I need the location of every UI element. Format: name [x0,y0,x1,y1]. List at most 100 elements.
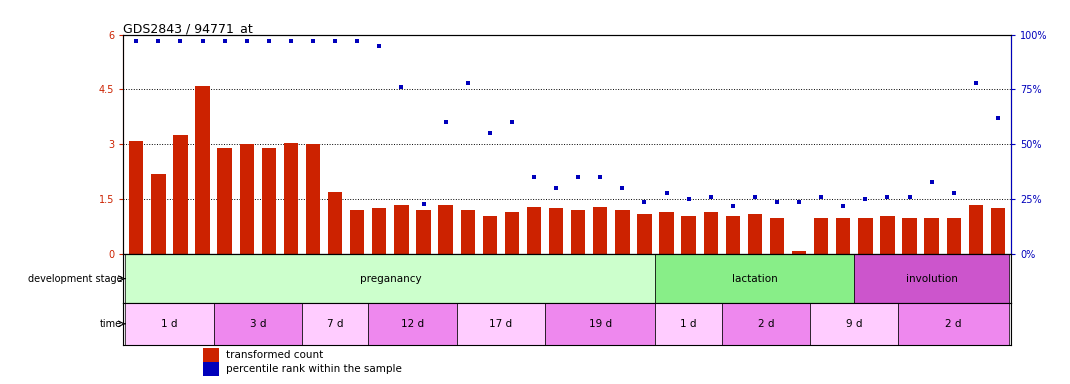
Bar [858,218,872,254]
Bar [659,212,674,254]
Text: 12 d: 12 d [401,319,424,329]
Point [437,119,454,126]
Point [239,38,256,44]
Point [945,190,962,196]
Point [525,174,542,180]
Text: 17 d: 17 d [489,319,513,329]
Point [681,196,698,202]
Bar [284,142,299,254]
Bar [372,209,386,254]
Point [282,38,300,44]
Point [150,38,167,44]
Bar [638,214,652,254]
Point [393,84,410,90]
Bar [814,218,828,254]
Point [812,194,829,200]
Text: development stage: development stage [28,274,122,284]
Point [326,38,343,44]
Bar [792,252,807,254]
Point [592,174,609,180]
Text: lactation: lactation [732,274,778,284]
Point [791,199,808,205]
Bar [725,216,740,254]
Point [636,199,653,205]
Bar [327,192,342,254]
Point [305,38,322,44]
Bar [836,218,851,254]
Bar [924,218,938,254]
Text: transformed count: transformed count [226,350,323,360]
Point [835,203,852,209]
Bar [129,141,143,254]
Text: involution: involution [905,274,958,284]
Point [702,194,719,200]
Point [194,38,211,44]
Text: preganancy: preganancy [360,274,422,284]
Point [503,119,520,126]
Point [371,43,388,49]
Bar [416,210,431,254]
Bar [214,303,302,344]
Bar [748,214,762,254]
Point [923,179,941,185]
Bar [306,144,320,254]
Bar [881,216,895,254]
Bar [902,218,917,254]
Bar [302,303,368,344]
Bar [262,148,276,254]
Point [260,38,277,44]
Point [658,190,675,196]
Point [415,201,432,207]
Bar [810,303,899,344]
Bar [125,254,656,303]
Text: 7 d: 7 d [326,319,343,329]
Bar [722,303,810,344]
Text: percentile rank within the sample: percentile rank within the sample [226,364,402,374]
Bar [457,303,545,344]
Bar [947,218,961,254]
Point [614,185,631,192]
Bar [460,210,475,254]
Bar [545,303,656,344]
Point [349,38,366,44]
Bar [483,216,496,254]
Point [990,115,1007,121]
Bar [394,205,409,254]
Point [569,174,586,180]
Bar [439,205,453,254]
Bar [217,148,232,254]
Point [768,199,785,205]
Bar [240,144,254,254]
Point [878,194,896,200]
Bar [615,210,629,254]
Bar [656,254,854,303]
Bar [854,254,1009,303]
Text: 2 d: 2 d [758,319,775,329]
Bar [173,135,187,254]
Point [746,194,763,200]
Bar [769,218,784,254]
Bar [526,207,541,254]
Bar [682,216,696,254]
Point [857,196,874,202]
Bar [203,362,219,376]
Bar [899,303,1009,344]
Point [548,185,565,192]
Point [459,80,476,86]
Point [127,38,144,44]
Bar [593,207,608,254]
Bar [350,210,365,254]
Bar [703,212,718,254]
Text: GDS2843 / 94771_at: GDS2843 / 94771_at [123,22,253,35]
Bar [571,210,585,254]
Text: 19 d: 19 d [588,319,612,329]
Bar [151,174,166,254]
Text: 1 d: 1 d [681,319,697,329]
Bar [505,212,519,254]
Point [482,130,499,136]
Text: 9 d: 9 d [846,319,862,329]
Bar [125,303,214,344]
Bar [368,303,457,344]
Point [901,194,918,200]
Bar [991,209,1005,254]
